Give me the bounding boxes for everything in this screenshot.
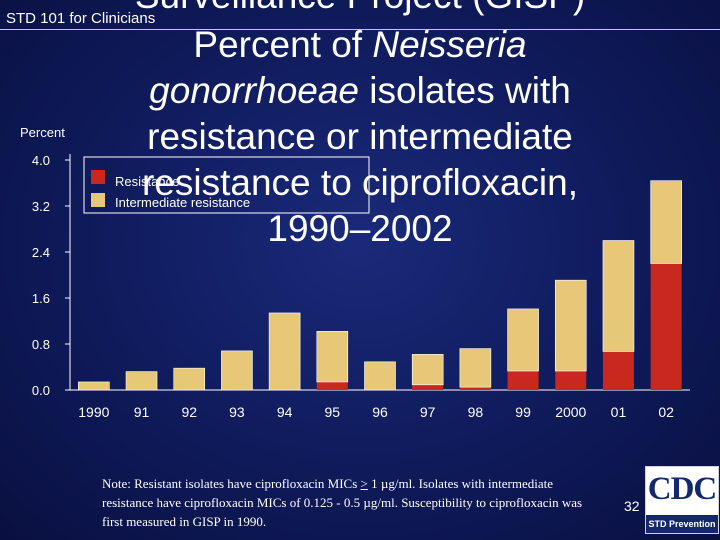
legend-swatch-resistance bbox=[91, 170, 105, 184]
y-tick-label: 2.4 bbox=[32, 245, 50, 260]
y-tick-label: 0.0 bbox=[32, 383, 50, 398]
bar-resistance bbox=[412, 384, 444, 390]
x-tick-label: 91 bbox=[134, 404, 150, 420]
x-tick-label: 98 bbox=[468, 404, 484, 420]
x-tick-label: 95 bbox=[325, 404, 341, 420]
x-tick-label: 94 bbox=[277, 404, 293, 420]
bar-intermediate bbox=[554, 279, 587, 372]
cdc-logo: CDC STD Prevention bbox=[645, 466, 719, 534]
bar-resistance bbox=[507, 371, 539, 390]
bar-resistance bbox=[650, 263, 682, 390]
title-species: gonorrhoeae bbox=[149, 70, 360, 111]
bar-intermediate bbox=[459, 348, 492, 388]
bar-intermediate bbox=[650, 180, 682, 264]
note-prefix: Note: Resistant isolates have ciprofloxa… bbox=[102, 476, 361, 491]
note: Note: Resistant isolates have ciprofloxa… bbox=[102, 474, 602, 531]
y-tick-label: 0.8 bbox=[32, 337, 50, 352]
bar-intermediate bbox=[602, 240, 635, 352]
title-line-2: gonorrhoeae isolates with bbox=[60, 68, 660, 114]
title-line-4: resistance to ciprofloxacin, bbox=[142, 162, 578, 203]
cdc-logo-text: CDC bbox=[647, 471, 718, 507]
title-genus: Neisseria bbox=[372, 24, 527, 65]
x-tick-label: 1990 bbox=[78, 404, 109, 420]
header-rule bbox=[0, 29, 720, 30]
x-tick-label: 92 bbox=[181, 404, 197, 420]
page-number: 32 bbox=[624, 498, 640, 514]
x-tick-label: 2000 bbox=[555, 404, 586, 420]
bar-resistance bbox=[555, 371, 587, 390]
bar-intermediate bbox=[78, 381, 110, 391]
bar-resistance bbox=[459, 387, 491, 390]
x-tick-label: 02 bbox=[658, 404, 674, 420]
note-rest: 1 µg/ml. Isolates with intermediate resi… bbox=[102, 476, 583, 529]
y-tick-label: 1.6 bbox=[32, 291, 50, 306]
title-line-3: resistance or intermediate bbox=[147, 116, 573, 157]
x-tick-label: 93 bbox=[229, 404, 245, 420]
legend-label-resistance: Resistance bbox=[115, 174, 179, 189]
x-tick-label: 96 bbox=[372, 404, 388, 420]
title-line-1-text: Percent of bbox=[193, 24, 373, 65]
bar-resistance bbox=[602, 351, 634, 390]
bar-intermediate bbox=[173, 367, 206, 391]
bar-resistance bbox=[316, 381, 348, 390]
x-tick-label: 01 bbox=[611, 404, 627, 420]
note-ge-symbol: > bbox=[360, 476, 368, 491]
bar-intermediate bbox=[507, 308, 539, 372]
course-label: STD 101 for Clinicians bbox=[6, 10, 156, 27]
legend-label-intermediate: Intermediate resistance bbox=[115, 195, 250, 210]
y-axis-label: Percent bbox=[20, 125, 65, 140]
bar-intermediate bbox=[316, 331, 349, 383]
y-tick-label: 4.0 bbox=[32, 153, 50, 168]
bar-intermediate bbox=[125, 371, 158, 391]
slide-title: Percent of Neisseria gonorrhoeae isolate… bbox=[60, 22, 660, 252]
bar-intermediate bbox=[221, 350, 253, 391]
bar-intermediate bbox=[364, 361, 396, 391]
legend-swatch-intermediate bbox=[91, 193, 105, 207]
x-tick-label: 99 bbox=[515, 404, 531, 420]
title-line-0: Surveillance Project (GISP) bbox=[60, 0, 660, 16]
x-tick-label: 97 bbox=[420, 404, 436, 420]
legend-box bbox=[83, 156, 370, 214]
title-line-5: 1990–2002 bbox=[267, 208, 453, 249]
bar-intermediate bbox=[411, 354, 444, 386]
title-line-1: Percent of Neisseria bbox=[60, 22, 660, 68]
y-tick-label: 3.2 bbox=[32, 199, 50, 214]
title-line-2-text: isolates with bbox=[359, 70, 571, 111]
cdc-logo-band: STD Prevention bbox=[646, 515, 718, 533]
bar-intermediate bbox=[268, 312, 301, 391]
